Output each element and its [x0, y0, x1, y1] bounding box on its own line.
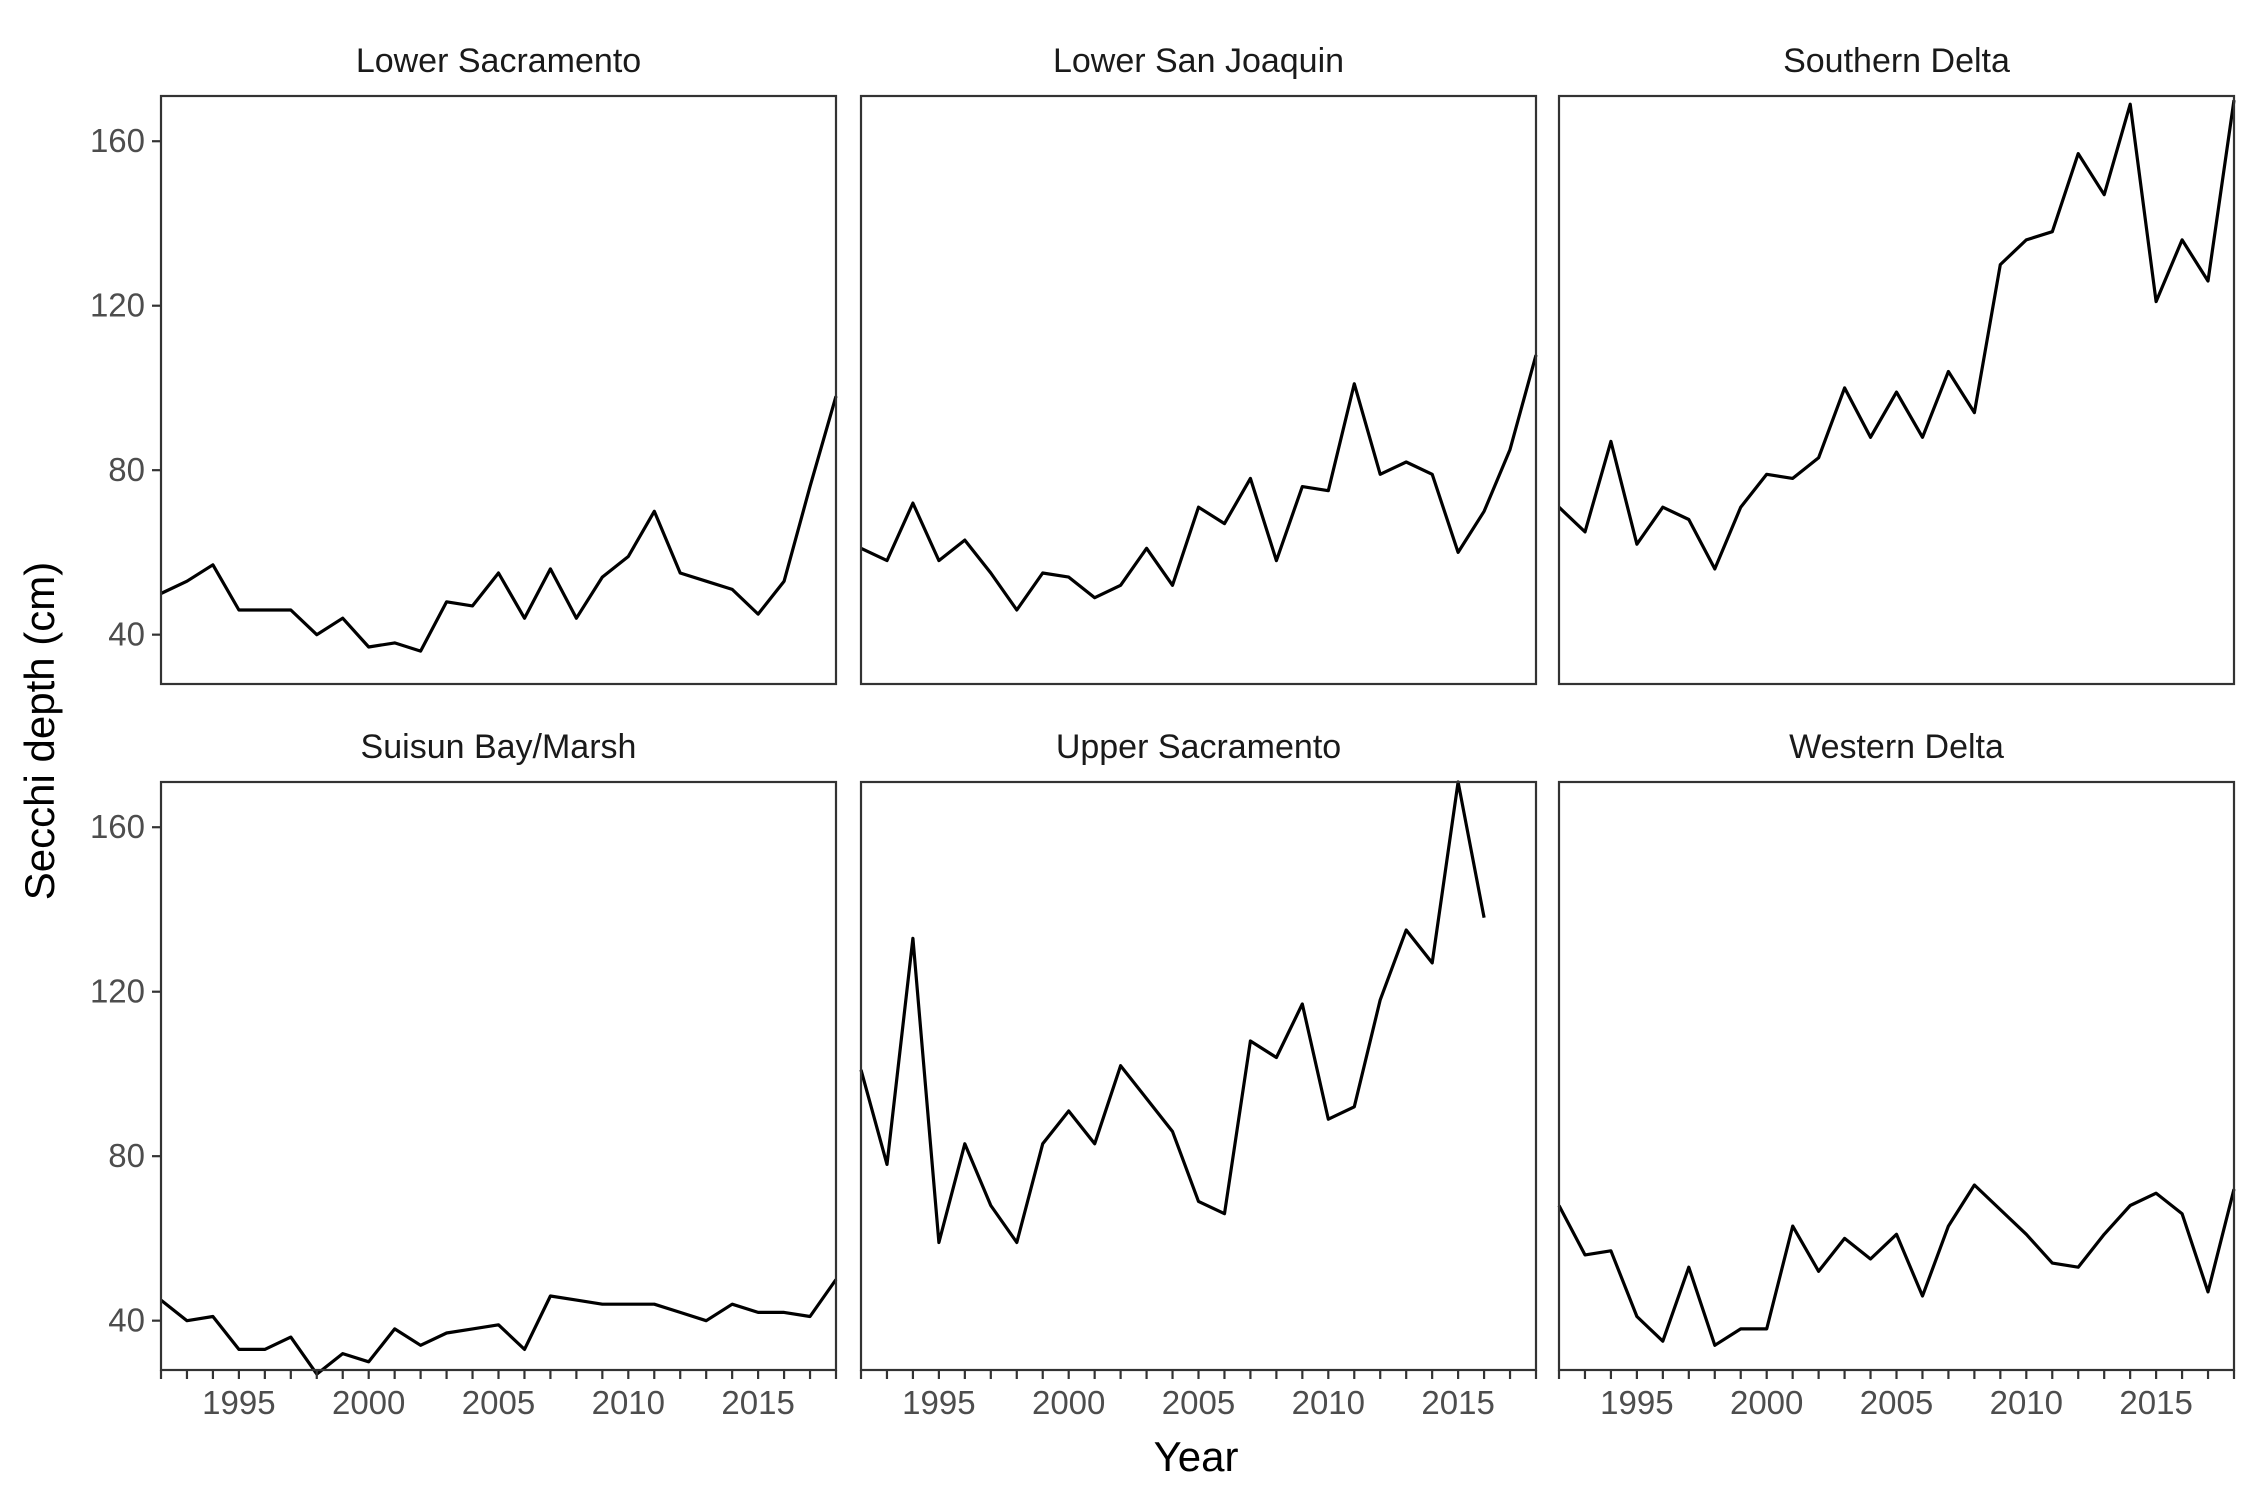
panel-title: Lower San Joaquin: [1053, 42, 1344, 80]
y-tick-label: 40: [108, 616, 145, 653]
x-tick-label: 2000: [332, 1384, 405, 1421]
x-tick-label: 2000: [1730, 1384, 1803, 1421]
x-tick-label: 2000: [1032, 1384, 1105, 1421]
panel-title: Southern Delta: [1783, 42, 2010, 80]
series-line: [1557, 1183, 2236, 1347]
x-tick-label: 2015: [721, 1384, 794, 1421]
y-tick-label: 80: [108, 451, 145, 488]
panel-title: Lower Sacramento: [356, 42, 641, 80]
x-tick-label: 1995: [1600, 1384, 1673, 1421]
x-tick-label: 2010: [1292, 1384, 1365, 1421]
x-tick-label: 2005: [462, 1384, 535, 1421]
series-line: [859, 780, 1486, 1245]
series-line: [160, 395, 838, 653]
x-tick-label: 2005: [1860, 1384, 1933, 1421]
x-axis-title: Year: [1154, 1433, 1239, 1480]
y-tick-label: 120: [90, 973, 145, 1010]
panel: Upper Sacramento 1995 2000 2005 2010 2015: [859, 728, 1538, 1421]
panel-title: Western Delta: [1789, 728, 2004, 766]
panel-title: Suisun Bay/Marsh: [361, 728, 637, 766]
panel-frame: [159, 780, 838, 1372]
panel-frame: [159, 94, 838, 686]
x-tick-label: 2005: [1162, 1384, 1235, 1421]
series-line: [160, 1278, 838, 1376]
y-tick-label: 160: [90, 122, 145, 159]
panel: Southern Delta: [1557, 42, 2236, 686]
x-tick-label: 1995: [202, 1384, 275, 1421]
panel-frame: [859, 94, 1538, 686]
x-tick-label: 2010: [1990, 1384, 2063, 1421]
series-line: [1557, 99, 2236, 571]
panel: Western Delta 1995 2000 2005 2010 2015: [1557, 728, 2236, 1421]
x-tick-label: 2015: [1421, 1384, 1494, 1421]
y-tick-label: 40: [108, 1302, 145, 1339]
panel-frame: [1557, 94, 2236, 686]
x-tick-label: 2015: [2119, 1384, 2192, 1421]
panel-frame: [1557, 780, 2236, 1372]
y-axis-title: Secchi depth (cm): [16, 562, 63, 900]
panel-title: Upper Sacramento: [1056, 728, 1341, 766]
panel-frame: [859, 780, 1538, 1372]
panel-grid: Lower Sacramento 40 80 120 160 Lower San Joaq…: [90, 42, 2236, 1421]
panel: Lower Sacramento 40 80 120 160: [90, 42, 838, 686]
y-tick-label: 80: [108, 1137, 145, 1174]
panel: Suisun Bay/Marsh 40 80 120 160 1995 2000 2005 20…: [90, 728, 838, 1421]
x-tick-label: 1995: [902, 1384, 975, 1421]
x-tick-label: 2010: [592, 1384, 665, 1421]
panel: Lower San Joaquin: [859, 42, 1538, 686]
y-tick-label: 160: [90, 808, 145, 845]
series-line: [860, 354, 1538, 612]
y-tick-label: 120: [90, 287, 145, 324]
